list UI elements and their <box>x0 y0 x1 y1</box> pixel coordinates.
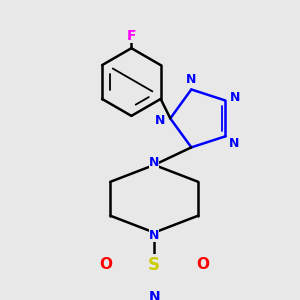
Text: N: N <box>230 91 241 103</box>
Text: S: S <box>148 256 160 274</box>
Text: O: O <box>196 257 209 272</box>
Text: N: N <box>149 156 159 169</box>
Text: N: N <box>155 114 165 127</box>
Text: F: F <box>127 29 136 44</box>
Text: O: O <box>100 257 112 272</box>
Text: N: N <box>186 73 196 86</box>
Text: N: N <box>149 229 159 242</box>
Text: N: N <box>148 290 160 300</box>
Text: N: N <box>229 136 239 150</box>
